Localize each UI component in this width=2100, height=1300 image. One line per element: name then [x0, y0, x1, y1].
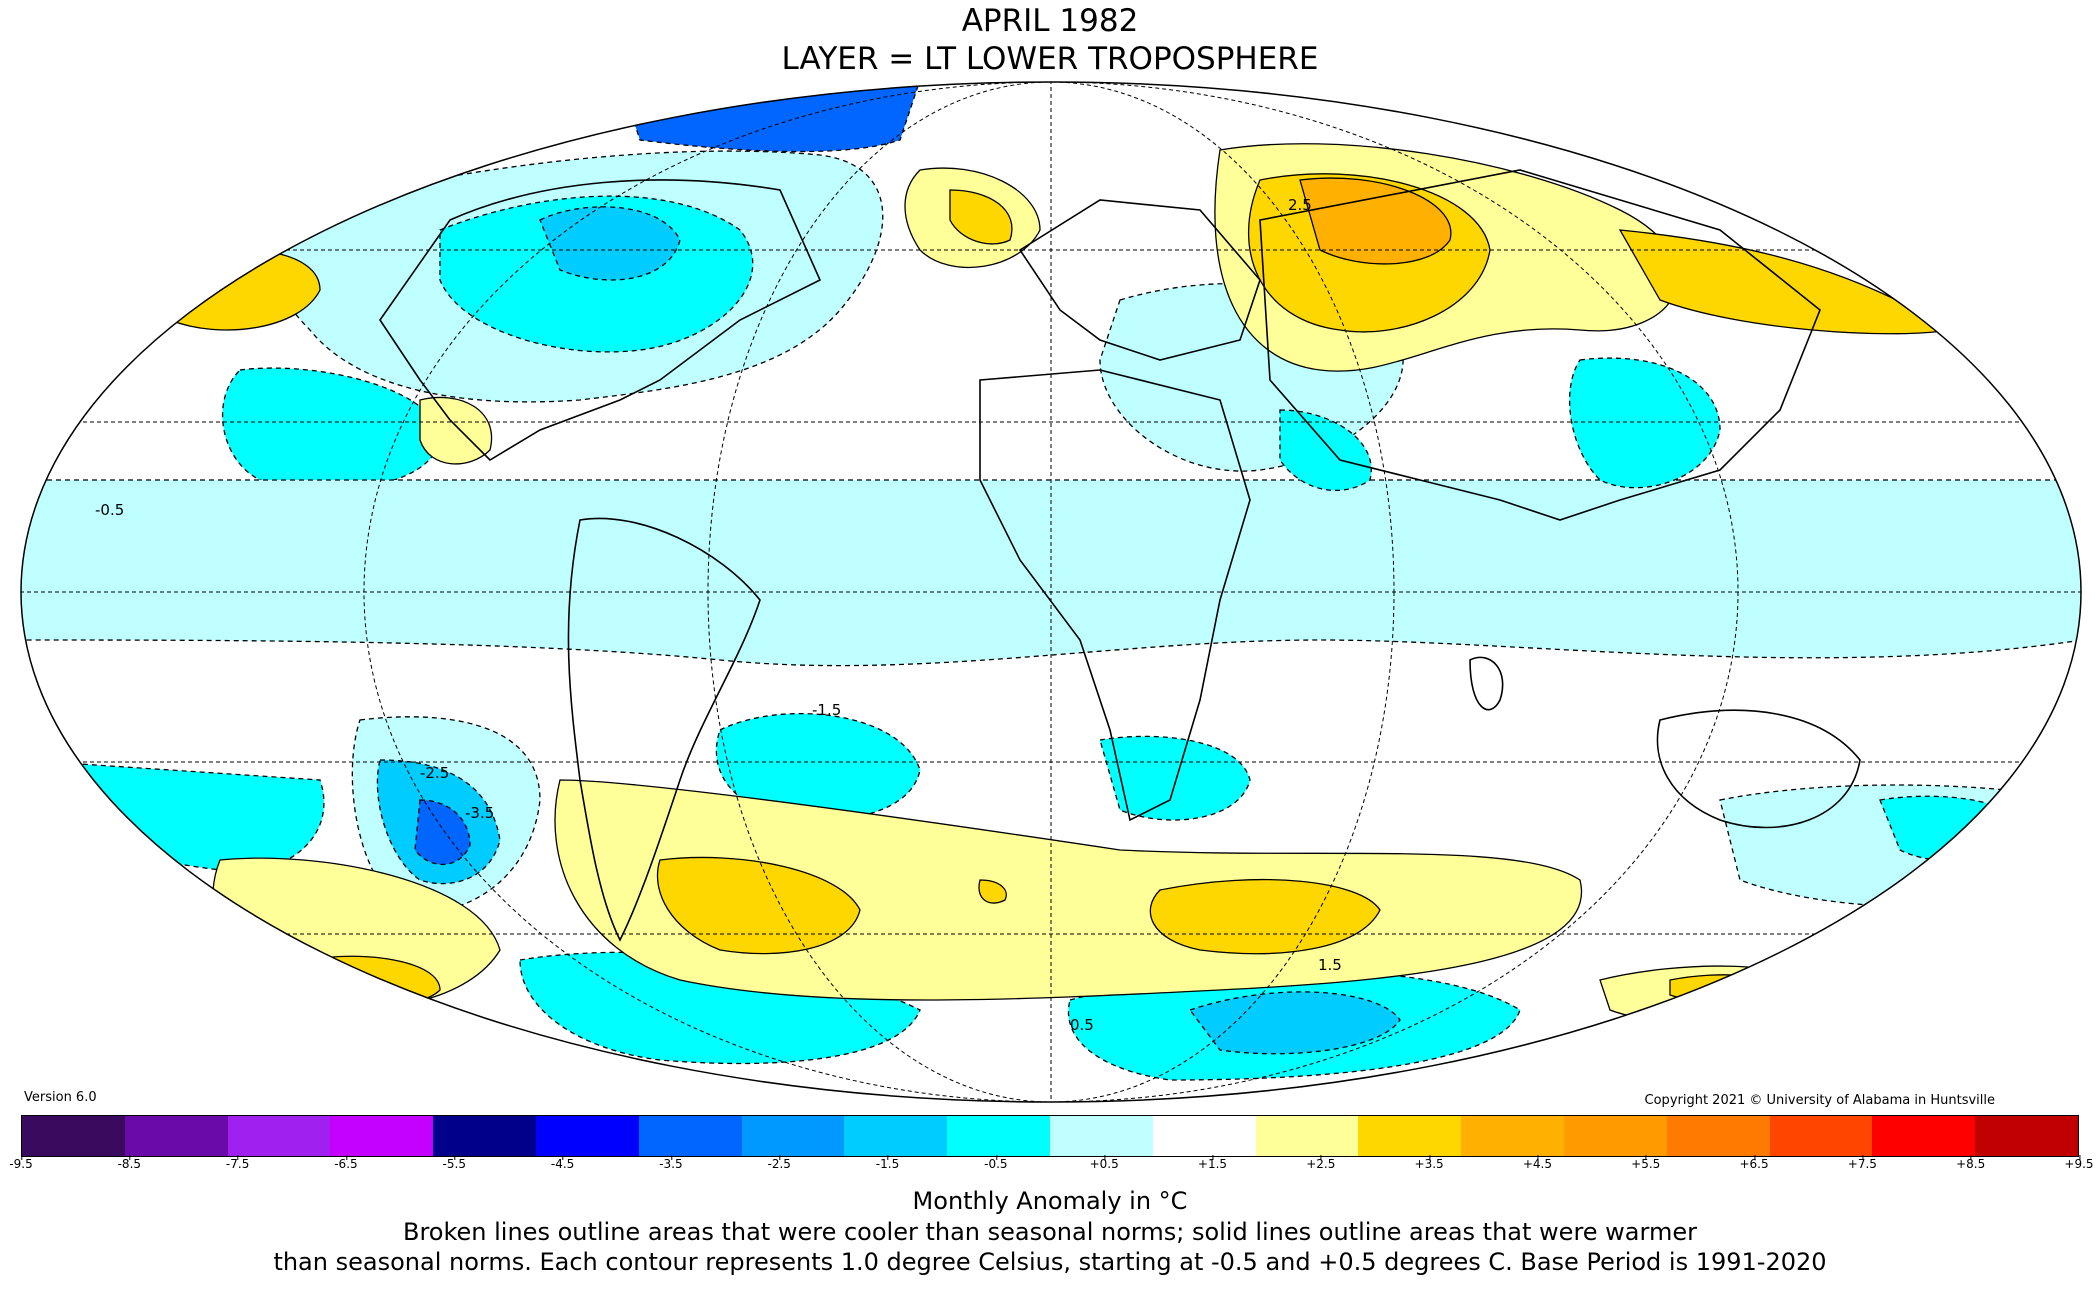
- color-swatch: [1563, 1116, 1667, 1156]
- color-scale-tick-label: +5.5: [1631, 1155, 1661, 1171]
- color-swatch: [947, 1116, 1050, 1156]
- contour-label: -1.5: [812, 701, 841, 719]
- color-swatch: [535, 1116, 639, 1156]
- color-scale-tick-label: +4.5: [1522, 1155, 1552, 1171]
- color-swatch: [1872, 1116, 1976, 1156]
- color-swatch: [1666, 1116, 1770, 1156]
- color-scale-ticks: -9.5 -8.5 -7.5 -6.5 -5.5 -4.5 -3.5 -2.5 -1.5 -0.5…: [9, 1155, 2094, 1183]
- color-scale-tick-label: -3.5: [659, 1155, 683, 1171]
- anomaly-map: -3.5 -2.5 -1.5 -0.5 0.5 1.5 2.5: [20, 81, 2082, 1103]
- color-swatch: [330, 1116, 434, 1156]
- color-scale-tick-label: -0.5: [984, 1155, 1008, 1171]
- color-swatch: [844, 1116, 948, 1156]
- warm-anomaly-regions: [155, 143, 1952, 1022]
- color-swatch: [1049, 1116, 1153, 1156]
- color-swatch: [741, 1116, 845, 1156]
- contour-label: 0.5: [1070, 1016, 1094, 1034]
- color-swatch: [227, 1116, 331, 1156]
- color-swatch: [1255, 1116, 1359, 1156]
- color-swatch: [638, 1116, 742, 1156]
- copyright-label: Copyright 2021 © University of Alabama i…: [1644, 1093, 1995, 1108]
- contour-label: -2.5: [420, 764, 449, 782]
- color-scale-tick-label: +2.5: [1306, 1155, 1336, 1171]
- color-scale-tick-label: +3.5: [1414, 1155, 1444, 1171]
- color-scale-tick-label: +1.5: [1197, 1155, 1228, 1171]
- color-scale-tick-label: -1.5: [875, 1155, 900, 1171]
- color-scale-tick-label: -2.5: [767, 1155, 791, 1171]
- legend-note-line-2: than seasonal norms. Each contour repres…: [273, 1248, 1827, 1276]
- color-swatch: [1358, 1116, 1462, 1156]
- contour-label: 1.5: [1318, 956, 1342, 974]
- color-scale-tick-label: +6.5: [1739, 1155, 1769, 1171]
- color-scale-tick-label: -5.5: [442, 1155, 466, 1171]
- color-swatch: [22, 1116, 125, 1156]
- legend-note-line-1: Broken lines outline areas that were coo…: [403, 1218, 1697, 1246]
- color-scale-bar: [21, 1115, 2079, 1157]
- color-scale-tick-label: -4.5: [550, 1155, 575, 1171]
- contour-label: -3.5: [465, 804, 494, 822]
- graticule: [21, 82, 2081, 1102]
- color-swatch: [124, 1116, 228, 1156]
- color-scale-tick-label: +0.5: [1089, 1155, 1119, 1171]
- contour-label: 2.5: [1288, 196, 1312, 214]
- color-scale-tick-label: +7.5: [1847, 1155, 1877, 1171]
- color-swatch: [1152, 1116, 1256, 1156]
- coastlines: [379, 169, 1861, 942]
- color-swatch: [433, 1116, 536, 1156]
- color-swatch: [1769, 1116, 1873, 1156]
- color-scale-tick-label: -8.5: [117, 1155, 142, 1171]
- color-scale-tick-label: -7.5: [225, 1155, 250, 1171]
- globe-border: [20, 81, 2082, 1103]
- map-subtitle: LAYER = LT LOWER TROPOSPHERE: [781, 41, 1319, 77]
- map-title: APRIL 1982: [961, 3, 1139, 39]
- color-swatch: [1975, 1116, 2078, 1156]
- color-scale-tick-label: +9.5: [2064, 1155, 2094, 1171]
- color-scale-tick-label: -9.5: [9, 1155, 33, 1171]
- unit-label: Monthly Anomaly in °C: [912, 1187, 1188, 1215]
- version-label: Version 6.0: [24, 1090, 97, 1105]
- color-swatch: [1461, 1116, 1564, 1156]
- color-scale-tick-label: -6.5: [334, 1155, 358, 1171]
- color-scale-tick-label: +8.5: [1956, 1155, 1986, 1171]
- contour-label: -0.5: [95, 501, 124, 519]
